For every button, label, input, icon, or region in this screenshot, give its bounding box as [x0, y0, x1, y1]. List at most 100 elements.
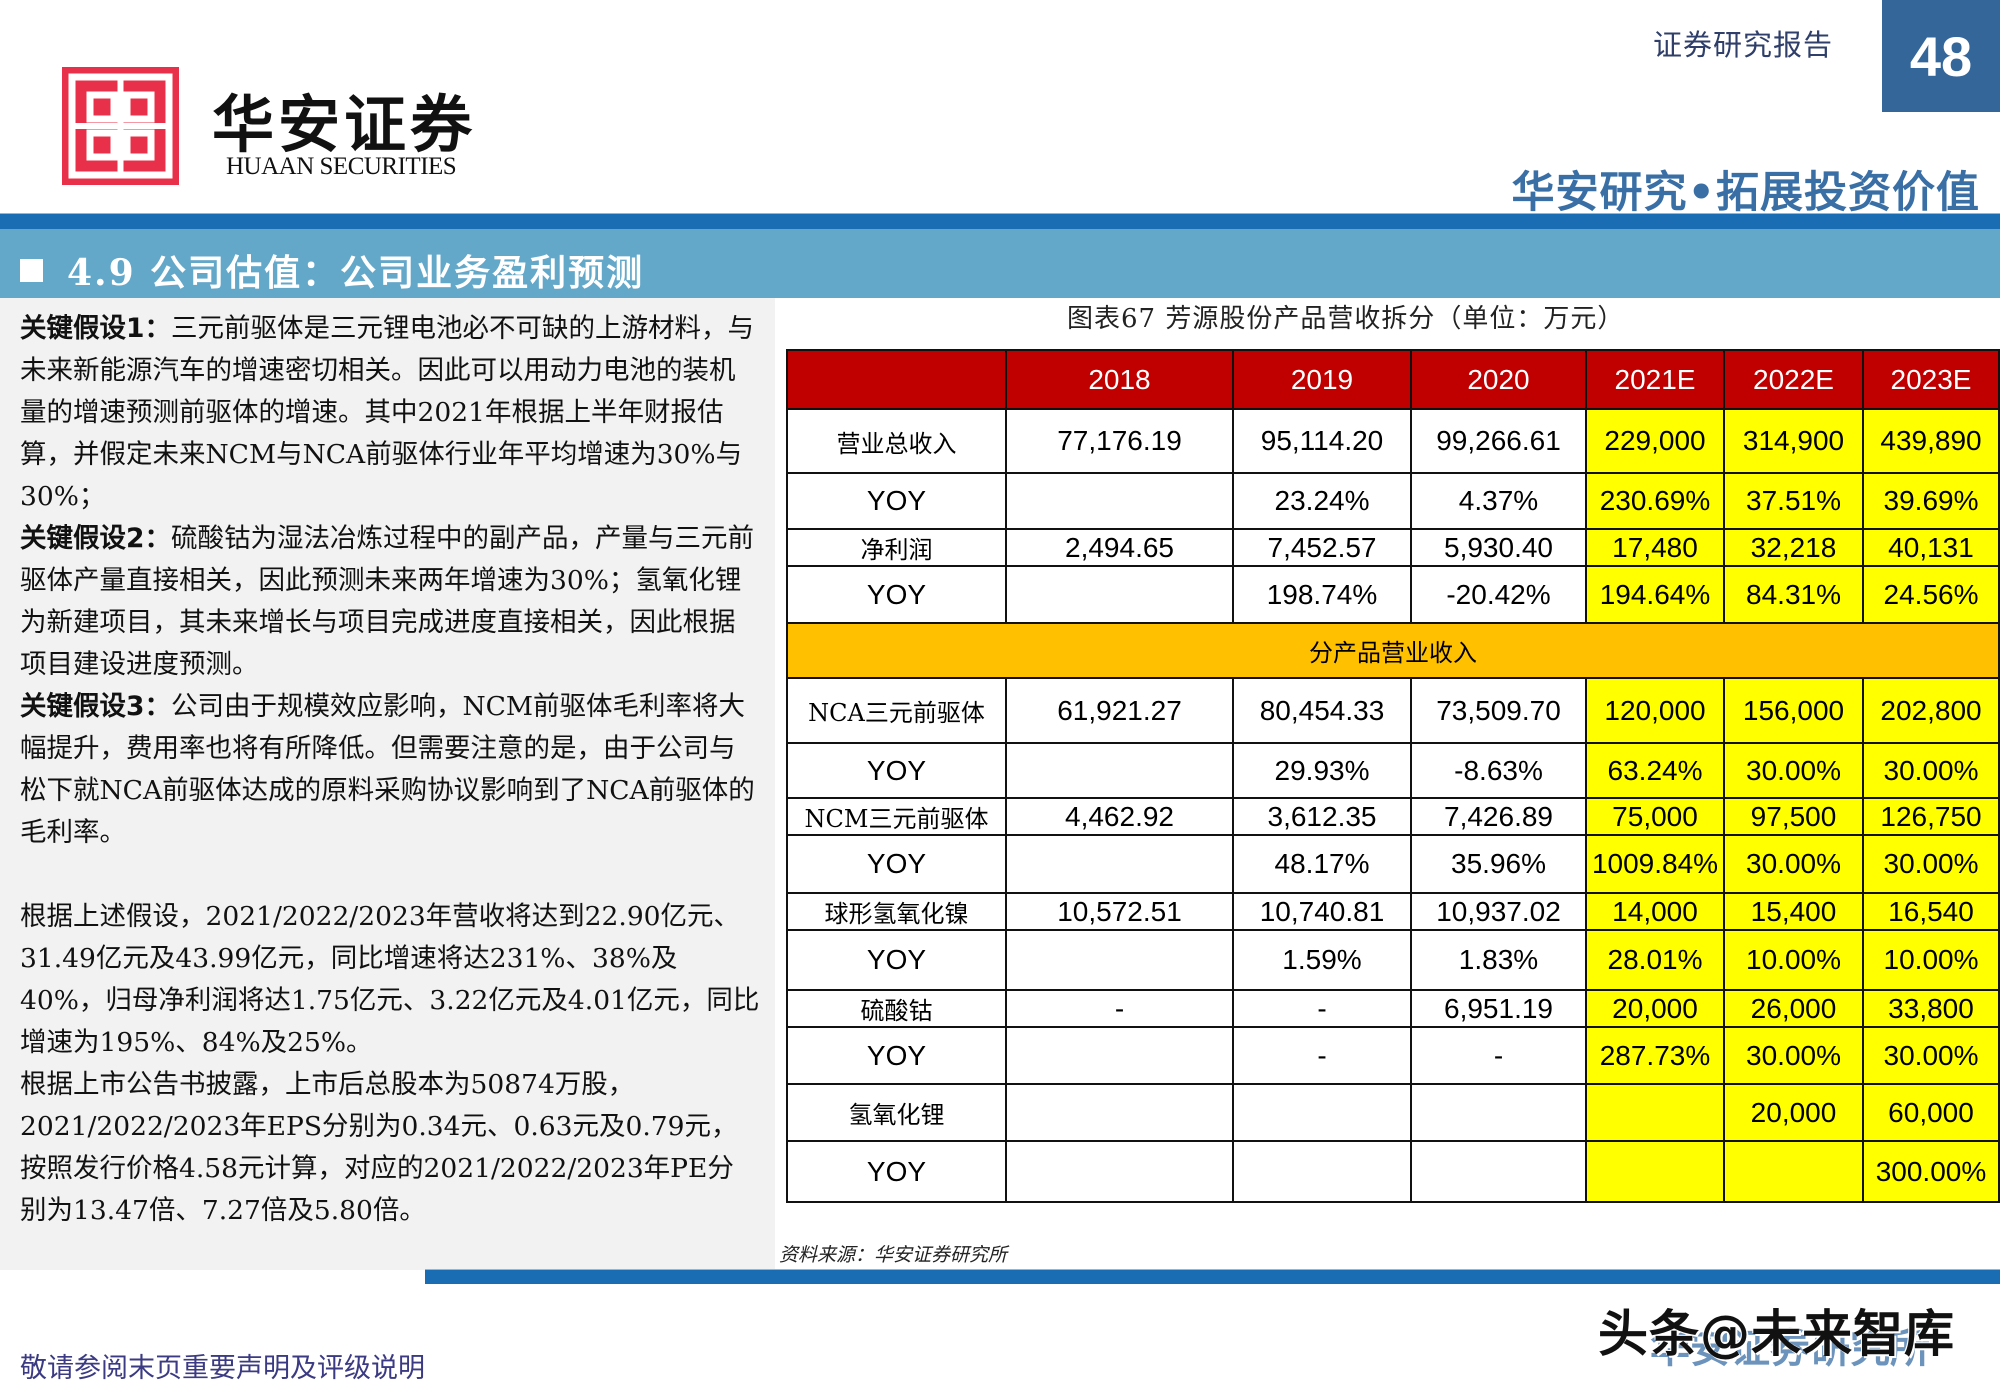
table-cell: 4.37%: [1410, 472, 1587, 530]
table-cell: 126,750: [1862, 797, 2000, 836]
company-name-cn: 华安证券: [212, 88, 477, 161]
table-cell: [1005, 929, 1234, 991]
table-cell: 14,000: [1585, 892, 1725, 931]
segment-band-label: 分产品营业收入: [786, 622, 2000, 679]
column-header: 2023E: [1862, 349, 2000, 410]
table-row: YOY 48.17% 35.96% 1009.84% 30.00% 30.00%: [786, 834, 2000, 894]
table-cell: [1410, 1140, 1587, 1203]
table-row: YOY 198.74% -20.42% 194.64% 84.31% 24.56…: [786, 565, 2000, 624]
table-cell: -8.63%: [1410, 742, 1587, 799]
table-cell: 4,462.92: [1005, 797, 1234, 836]
table-cell: 39.69%: [1862, 472, 2000, 530]
forecast-summary: 根据上述假设，2021/2022/2023年营收将达到22.90亿元、31.49…: [20, 896, 760, 1064]
table-cell: [1585, 1083, 1725, 1142]
row-label: YOY: [786, 1140, 1007, 1203]
column-header: 2021E: [1585, 349, 1725, 410]
row-label: NCM三元前驱体: [786, 797, 1007, 836]
table-cell: 20,000: [1723, 1083, 1864, 1142]
table-cell: 300.00%: [1862, 1140, 2000, 1203]
table-cell: 75,000: [1585, 797, 1725, 836]
slogan: 华安研究•拓展投资价值: [1511, 168, 1980, 218]
assumption-2-text: 硫酸钴为湿法冶炼过程中的副产品，产量与三元前驱体产量直接相关，因此预测未来两年增…: [20, 523, 754, 680]
column-header: 2019: [1232, 349, 1412, 410]
table-header-row: 2018 2019 2020 2021E 2022E 2023E: [786, 349, 2000, 410]
table-cell: 40,131: [1862, 528, 2000, 567]
table-cell: 77,176.19: [1005, 408, 1234, 474]
row-label: 净利润: [786, 528, 1007, 567]
assumption-3: 关键假设3：公司由于规模效应影响，NCM前驱体毛利率将大幅提升，费用率也将有所降…: [20, 686, 760, 854]
table-cell: [1005, 1026, 1234, 1085]
table-cell: 230.69%: [1585, 472, 1725, 530]
row-label: NCA三元前驱体: [786, 677, 1007, 744]
row-label: 球形氢氧化镍: [786, 892, 1007, 931]
table-cell: [1005, 742, 1234, 799]
table-cell: 6,951.19: [1410, 989, 1587, 1028]
table-cell: 10.00%: [1723, 929, 1864, 991]
table-cell: 17,480: [1585, 528, 1725, 567]
assumption-2: 关键假设2：硫酸钴为湿法冶炼过程中的副产品，产量与三元前驱体产量直接相关，因此预…: [20, 518, 760, 686]
table-cell: 30.00%: [1723, 1026, 1864, 1085]
table-cell: 73,509.70: [1410, 677, 1587, 744]
table-cell: 7,452.57: [1232, 528, 1412, 567]
table-cell: [1585, 1140, 1725, 1203]
company-name-en: HUAAN SECURITIES: [226, 153, 457, 180]
assumption-3-text: 公司由于规模效应影响，NCM前驱体毛利率将大幅提升，费用率也将有所降低。但需要注…: [20, 691, 755, 848]
assumptions-panel: [0, 298, 775, 1270]
section-band: [0, 229, 2000, 298]
table-cell: 84.31%: [1723, 565, 1864, 624]
footer-divider: [425, 1269, 2000, 1284]
table-row: YOY 23.24% 4.37% 230.69% 37.51% 39.69%: [786, 472, 2000, 530]
watermark-ghost-text: 华安证券研究所: [1650, 1326, 1930, 1372]
row-label: 营业总收入: [786, 408, 1007, 474]
table-cell: 29.93%: [1232, 742, 1412, 799]
table-cell: 30.00%: [1862, 1026, 2000, 1085]
table-row: 氢氧化锂 20,000 60,000: [786, 1083, 2000, 1142]
company-logo-mark: [62, 67, 179, 185]
table-cell: -: [1232, 989, 1412, 1028]
section-title-text: 4.9 公司估值：公司业务盈利预测: [67, 252, 645, 294]
revenue-breakdown-table: 2018 2019 2020 2021E 2022E 2023E 营业总收入 7…: [786, 349, 2000, 1203]
row-label: YOY: [786, 1026, 1007, 1085]
watermark: 头条@未来智库: [1598, 1305, 1955, 1363]
data-source-note: 资料来源：华安证券研究所: [779, 1240, 1012, 1267]
table-row: 球形氢氧化镍 10,572.51 10,740.81 10,937.02 14,…: [786, 892, 2000, 931]
table-cell: 61,921.27: [1005, 677, 1234, 744]
table-row: YOY 29.93% -8.63% 63.24% 30.00% 30.00%: [786, 742, 2000, 799]
table-cell: 60,000: [1862, 1083, 2000, 1142]
valuation-summary: 根据上市公告书披露，上市后总股本为50874万股，2021/2022/2023年…: [20, 1064, 760, 1232]
table-cell: 1.59%: [1232, 929, 1412, 991]
table-cell: 10,937.02: [1410, 892, 1587, 931]
table-cell: 194.64%: [1585, 565, 1725, 624]
bullet-square-icon: [20, 258, 43, 282]
row-label: YOY: [786, 929, 1007, 991]
table-row: YOY 300.00%: [786, 1140, 2000, 1203]
table-cell: 20,000: [1585, 989, 1725, 1028]
column-header: [786, 349, 1007, 410]
valuation-summary-text: 根据上市公告书披露，上市后总股本为50874万股，2021/2022/2023年…: [20, 1069, 738, 1226]
table-cell: 202,800: [1862, 677, 2000, 744]
table-row: YOY - - 287.73% 30.00% 30.00%: [786, 1026, 2000, 1085]
assumption-2-lead: 关键假设2：: [20, 523, 171, 554]
assumption-3-lead: 关键假设3：: [20, 691, 171, 722]
row-label: YOY: [786, 472, 1007, 530]
column-header: 2020: [1410, 349, 1587, 410]
table-cell: 24.56%: [1862, 565, 2000, 624]
table-cell: [1005, 1083, 1234, 1142]
disclaimer-link[interactable]: 敬请参阅末页重要声明及评级说明: [20, 1353, 425, 1384]
report-type-label: 证券研究报告: [1653, 28, 1834, 62]
table-cell: 95,114.20: [1232, 408, 1412, 474]
table-cell: [1232, 1083, 1412, 1142]
table-cell: 198.74%: [1232, 565, 1412, 624]
row-label: 氢氧化锂: [786, 1083, 1007, 1142]
table-cell: 99,266.61: [1410, 408, 1587, 474]
table-cell: 10,740.81: [1232, 892, 1412, 931]
knot-pattern-icon: [68, 73, 173, 179]
table-cell: -: [1410, 1026, 1587, 1085]
table-cell: 33,800: [1862, 989, 2000, 1028]
table-cell: 16,540: [1862, 892, 2000, 931]
table-cell: 97,500: [1723, 797, 1864, 836]
table-cell: 5,930.40: [1410, 528, 1587, 567]
segment-band-row: 分产品营业收入: [786, 622, 2000, 679]
table-cell: 26,000: [1723, 989, 1864, 1028]
column-header: 2018: [1005, 349, 1234, 410]
